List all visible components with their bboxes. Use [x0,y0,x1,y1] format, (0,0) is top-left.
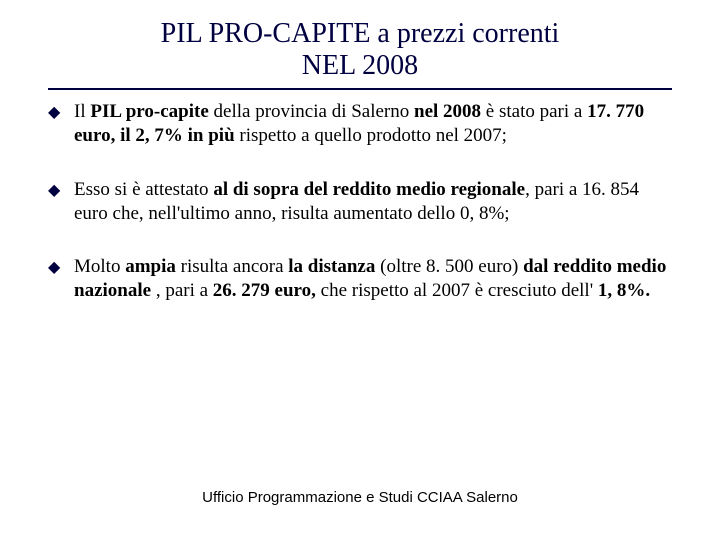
list-item: ◆ Il PIL pro-capite della provincia di S… [48,100,672,148]
slide-container: PIL PRO-CAPITE a prezzi correnti NEL 200… [0,0,720,540]
text-run: della provincia di Salerno [214,101,415,122]
text-run: rispetto a quello prodotto nel 2007; [239,125,507,146]
text-run-bold: nel 2008 [414,101,486,122]
text-run-bold: 26. 279 euro, [213,280,321,301]
list-item: ◆ Esso si è attestato al di sopra del re… [48,178,672,226]
text-run: è stato pari a [486,101,587,122]
title-line-2: NEL 2008 [302,50,418,81]
bullet-list: ◆ Il PIL pro-capite della provincia di S… [48,100,672,303]
diamond-icon: ◆ [48,103,60,123]
bullet-text: Il PIL pro-capite della provincia di Sal… [74,101,644,146]
text-run-bold: PIL pro-capite [90,101,213,122]
text-run: (oltre 8. 500 euro) [380,256,523,277]
list-item: ◆ Molto ampia risulta ancora la distanza… [48,255,672,303]
bullet-text: Esso si è attestato al di sopra del redd… [74,179,639,224]
text-run-bold: la distanza [288,256,380,277]
title-underline [48,88,672,90]
text-run-bold: al di sopra del reddito medio regionale [213,179,525,200]
text-run: che rispetto al 2007 è cresciuto dell' [321,280,598,301]
text-run-bold: 1, 8%. [598,280,650,301]
title-line-1: PIL PRO-CAPITE a prezzi correnti [161,18,560,49]
text-run: risulta ancora [181,256,289,277]
bullet-text: Molto ampia risulta ancora la distanza (… [74,256,666,301]
text-run-bold: ampia [125,256,180,277]
footer-text: Ufficio Programmazione e Studi CCIAA Sal… [0,489,720,506]
slide-title: PIL PRO-CAPITE a prezzi correnti NEL 200… [48,18,672,82]
diamond-icon: ◆ [48,181,60,201]
diamond-icon: ◆ [48,258,60,278]
text-run: Il [74,101,90,122]
text-run: Molto [74,256,125,277]
text-run: , pari a [156,280,213,301]
text-run: Esso si è attestato [74,179,213,200]
